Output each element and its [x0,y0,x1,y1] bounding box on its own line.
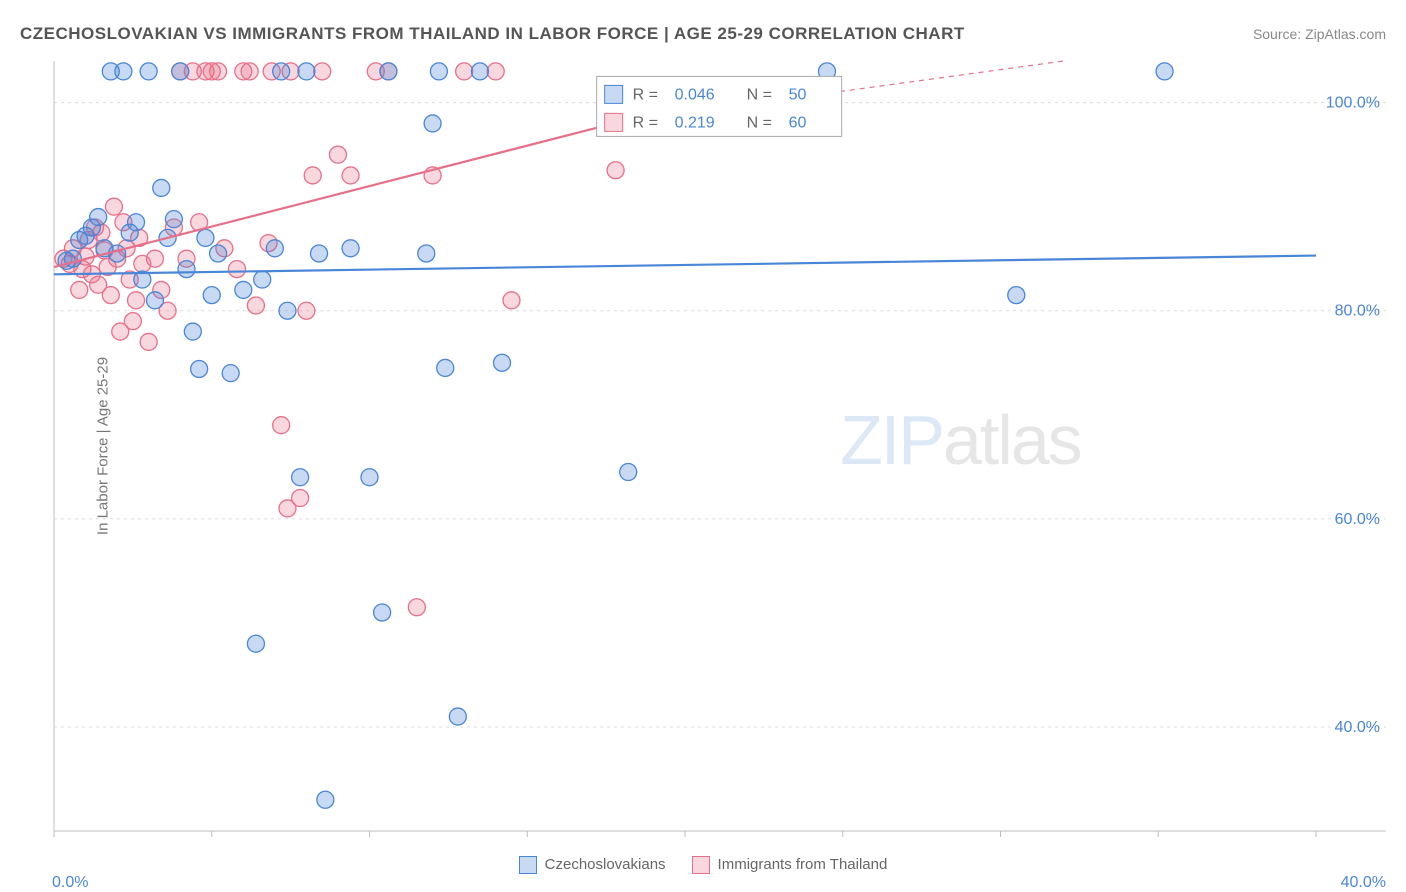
svg-text:60.0%: 60.0% [1335,511,1380,528]
svg-text:60: 60 [789,114,807,131]
legend-swatch-pink [692,856,710,874]
svg-text:N =: N = [747,86,772,103]
legend-item-blue: Czechoslovakians [519,856,666,874]
svg-text:R =: R = [633,114,658,131]
svg-text:40.0%: 40.0% [1335,719,1380,736]
chart-title: CZECHOSLOVAKIAN VS IMMIGRANTS FROM THAIL… [20,24,965,44]
scatter-chart: 40.0% 60.0% 80.0% 100.0% R = 0.046 N = 50 R = 0.2… [52,55,1386,837]
svg-text:50: 50 [789,86,807,103]
svg-text:0.219: 0.219 [675,114,715,131]
svg-text:N =: N = [747,114,772,131]
x-min-label: 0.0% [52,874,88,892]
svg-text:80.0%: 80.0% [1335,303,1380,320]
legend-item-pink: Immigrants from Thailand [692,856,888,874]
plot-area: 40.0% 60.0% 80.0% 100.0% R = 0.046 N = 50 R = 0.2… [52,55,1386,837]
legend-swatch-blue [519,856,537,874]
svg-text:0.046: 0.046 [675,86,715,103]
svg-text:100.0%: 100.0% [1326,95,1380,112]
source-label: Source: ZipAtlas.com [1253,26,1386,42]
bottom-legend: Czechoslovakians Immigrants from Thailan… [0,856,1406,874]
x-max-label: 40.0% [1341,874,1386,892]
svg-text:R =: R = [633,86,658,103]
